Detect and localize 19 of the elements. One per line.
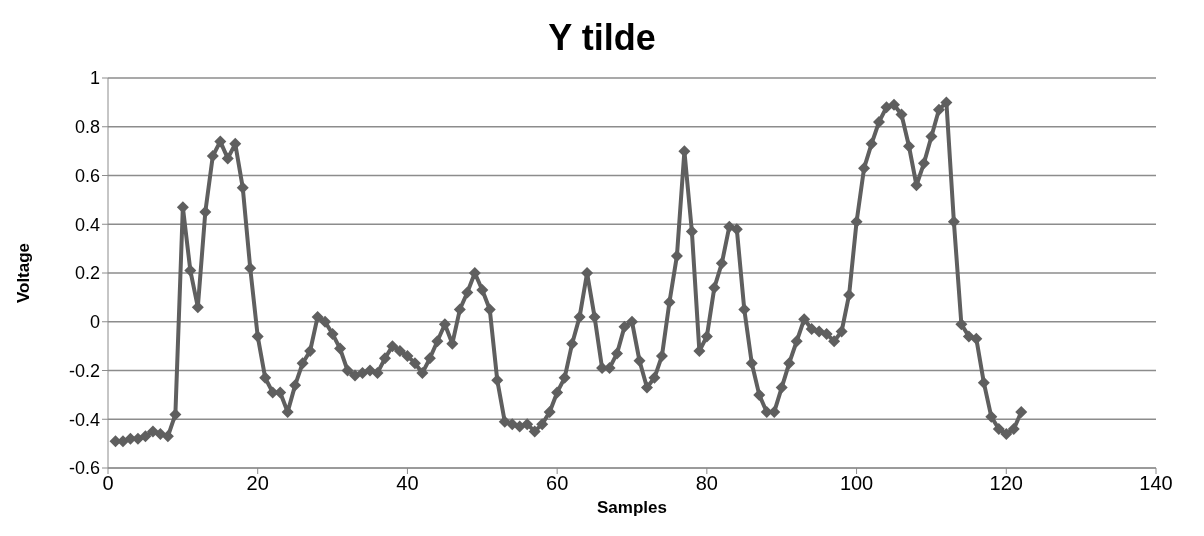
x-tick-label: 140 [1139, 472, 1173, 495]
y-tick-label: -0.4 [68, 409, 100, 430]
y-tick-label: 0.4 [74, 214, 100, 235]
y-tick-label: -0.2 [68, 360, 100, 381]
y-axis-title: Voltage [14, 242, 34, 304]
x-tick-label: 20 [246, 472, 269, 495]
y-tick-label: 0.8 [74, 117, 100, 138]
y-tick-label: 0.2 [74, 263, 100, 284]
y-tick-label: 0 [89, 312, 100, 333]
x-tick-label: 120 [989, 472, 1023, 495]
y-tick-label: -0.6 [68, 458, 100, 479]
y-tick-label: 0.6 [74, 165, 100, 186]
x-tick-label: 100 [839, 472, 874, 495]
y-tick-label: 1 [89, 68, 100, 89]
x-tick-label: 40 [396, 472, 419, 495]
x-axis-title: Samples [597, 498, 667, 517]
x-tick-label: 80 [695, 472, 718, 495]
chart-title: Y tilde [547, 16, 657, 60]
x-tick-label: 60 [546, 472, 569, 495]
